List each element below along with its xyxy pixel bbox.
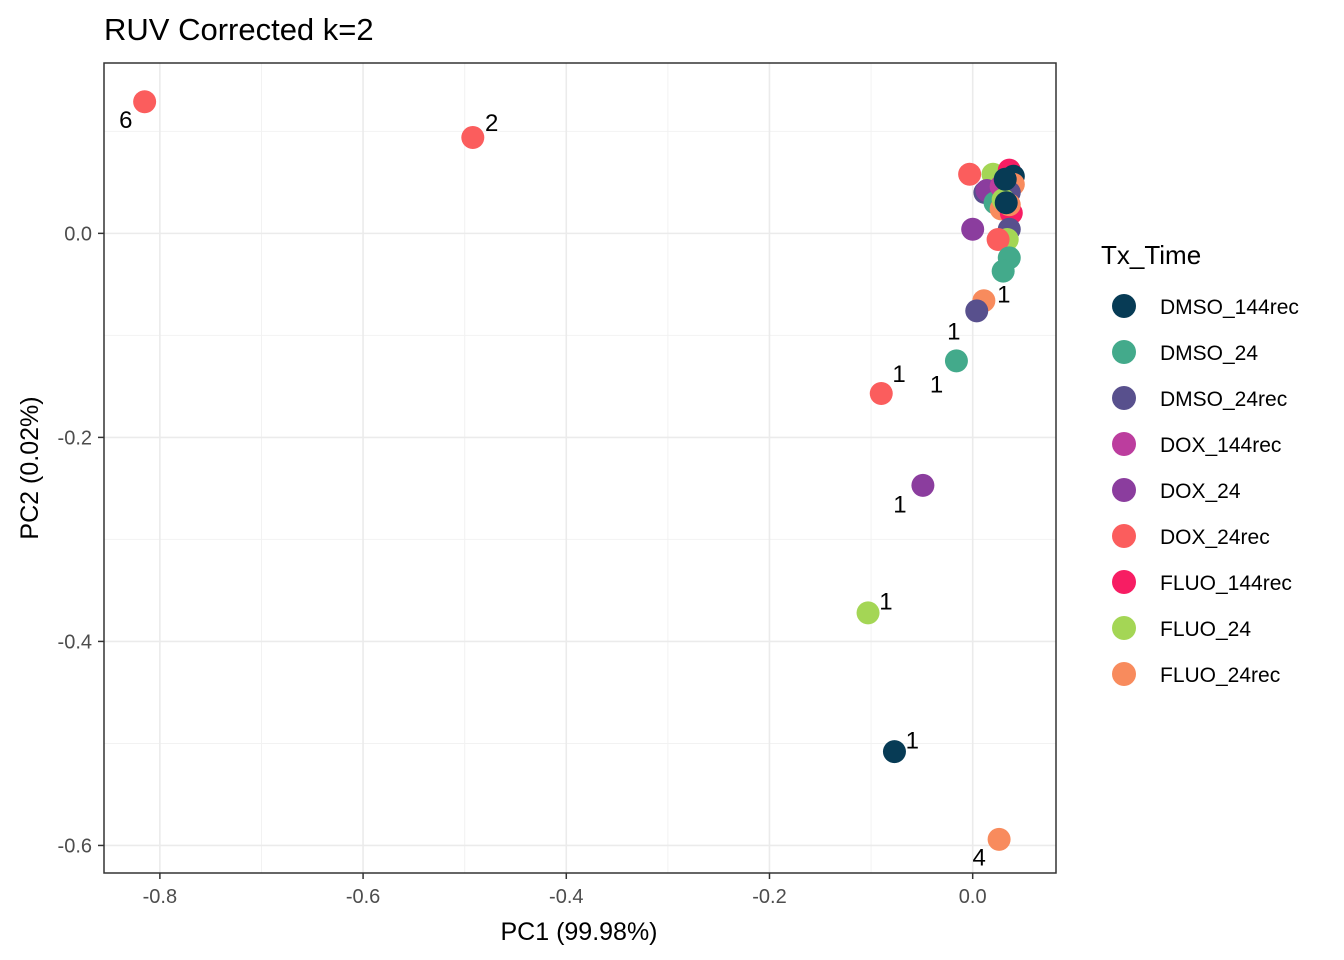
- legend-label: DMSO_24rec: [1160, 388, 1287, 411]
- data-point: [986, 227, 1010, 251]
- y-axis-ticks: -0.6 -0.4 -0.2 0.0: [58, 223, 104, 857]
- legend-label: FLUO_24rec: [1160, 664, 1280, 687]
- y-tick-label: -0.4: [58, 631, 92, 653]
- legend-key: [1112, 616, 1136, 640]
- x-tick-label: -0.8: [143, 886, 177, 908]
- point-label: 1: [906, 727, 919, 754]
- legend-key: [1112, 432, 1136, 456]
- x-tick-label: -0.6: [346, 886, 380, 908]
- legend-key: [1112, 570, 1136, 594]
- gridlines: [104, 63, 1056, 873]
- y-tick-label: 0.0: [64, 223, 92, 245]
- legend-label: FLUO_24: [1160, 618, 1251, 641]
- legend-key: [1112, 524, 1136, 548]
- data-point: [993, 167, 1017, 191]
- legend-label: DOX_24rec: [1160, 526, 1270, 549]
- data-point: [991, 259, 1015, 283]
- legend-key: [1112, 294, 1136, 318]
- data-point: [461, 125, 485, 149]
- data-point: [961, 217, 985, 241]
- data-point: [882, 740, 906, 764]
- legend-label: FLUO_144rec: [1160, 572, 1292, 595]
- point-label: 6: [119, 107, 132, 134]
- data-point: [911, 473, 935, 497]
- x-axis-ticks: -0.8 -0.6 -0.4 -0.2 0.0: [143, 873, 987, 908]
- data-point: [944, 349, 968, 373]
- x-tick-label: -0.2: [752, 886, 786, 908]
- legend-key: [1112, 386, 1136, 410]
- legend-label: DMSO_144rec: [1160, 296, 1299, 319]
- data-point: [958, 162, 982, 186]
- plot-border: [103, 62, 1057, 874]
- legend-label: DOX_24: [1160, 480, 1241, 503]
- point-label: 2: [485, 110, 498, 137]
- chart-title: RUV Corrected k=2: [104, 12, 374, 47]
- legend-key: [1112, 478, 1136, 502]
- point-label: 1: [879, 589, 892, 616]
- x-axis-title: PC1 (99.98%): [500, 918, 657, 946]
- legend-key: [1112, 662, 1136, 686]
- data-point: [994, 191, 1018, 215]
- y-tick-label: -0.2: [58, 427, 92, 449]
- data-point: [987, 827, 1011, 851]
- legend-label: DOX_144rec: [1160, 434, 1281, 457]
- data-points: [133, 90, 1025, 851]
- data-point: [133, 90, 157, 114]
- data-point: [869, 382, 893, 406]
- y-axis-title: PC2 (0.02%): [16, 396, 44, 539]
- data-point: [856, 601, 880, 625]
- point-label: 1: [893, 492, 906, 519]
- point-label: 1: [947, 318, 960, 345]
- point-label: 1: [997, 282, 1010, 309]
- legend-title: Tx_Time: [1101, 240, 1201, 270]
- point-label: 4: [973, 845, 986, 872]
- x-tick-label: 0.0: [959, 886, 987, 908]
- legend-key: [1112, 340, 1136, 364]
- plot-panel: [104, 63, 1056, 873]
- point-label: 1: [892, 361, 905, 388]
- data-point: [965, 299, 989, 323]
- point-label: 1: [930, 371, 943, 398]
- x-tick-label: -0.4: [549, 886, 583, 908]
- legend: Tx_Time DMSO_144rec DMSO_24 DMSO_24rec DOX_…: [1101, 240, 1299, 687]
- y-tick-label: -0.6: [58, 835, 92, 857]
- legend-label: DMSO_24: [1160, 342, 1258, 365]
